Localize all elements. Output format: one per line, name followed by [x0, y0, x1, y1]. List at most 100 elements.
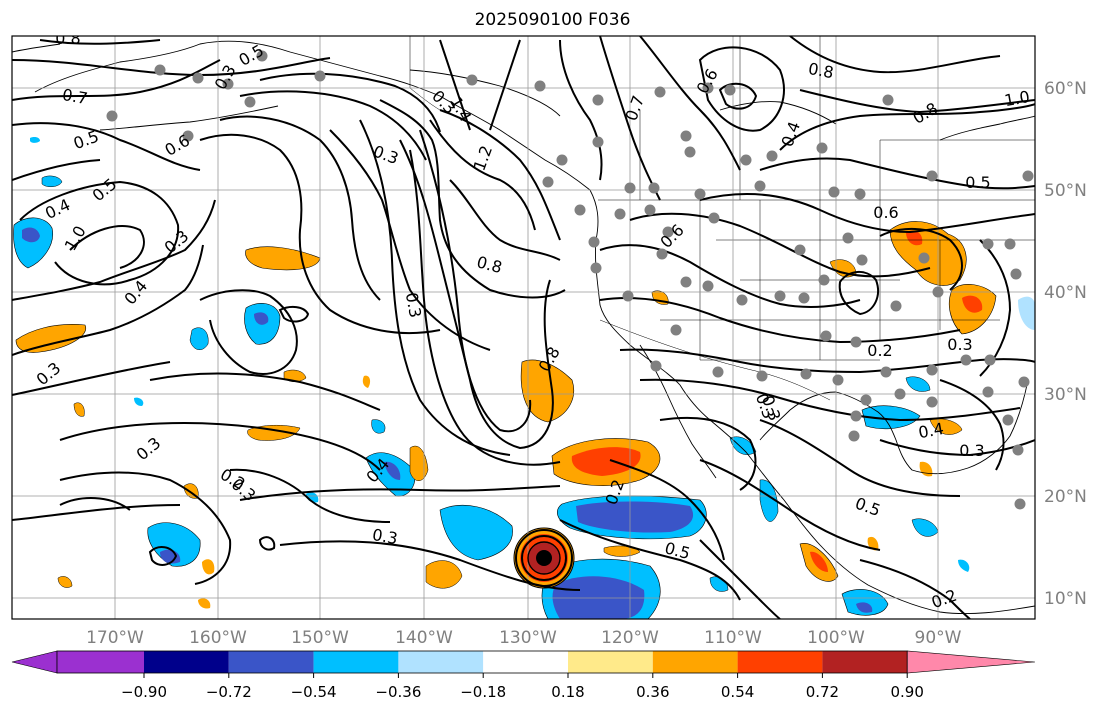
longitude-tick-label: 90°W — [915, 628, 962, 648]
station-dot — [256, 50, 268, 62]
station-dot — [644, 204, 656, 216]
station-dot — [650, 360, 662, 372]
station-dot — [880, 366, 892, 378]
station-dot — [860, 394, 872, 406]
station-dot — [192, 72, 204, 84]
contour-label: 0.3 — [947, 335, 972, 354]
colorbar-tick-label: 0.90 — [890, 683, 923, 701]
colorbar-tick-label: −0.18 — [460, 683, 506, 701]
station-dot — [1010, 268, 1022, 280]
latitude-tick-label: 60°N — [1044, 79, 1087, 99]
station-dot — [842, 232, 854, 244]
latitude-tick-label: 20°N — [1044, 487, 1087, 507]
longitude-tick-label: 100°W — [807, 628, 865, 648]
station-dot — [106, 110, 118, 122]
station-dot — [654, 86, 666, 98]
colorbar-tick-label: −0.36 — [375, 683, 421, 701]
station-dot — [926, 396, 938, 408]
station-dot — [680, 130, 692, 142]
contour-label: 0.5 — [965, 173, 990, 192]
station-dot — [702, 82, 714, 94]
station-dot — [754, 180, 766, 192]
station-dot — [882, 94, 894, 106]
station-dot — [828, 186, 840, 198]
station-dot — [890, 300, 902, 312]
station-dot — [624, 182, 636, 194]
colorbar-segment — [822, 651, 908, 673]
longitude-tick-label: 110°W — [704, 628, 762, 648]
station-dot — [832, 374, 844, 386]
contour-label: 0.4 — [917, 419, 945, 442]
station-dot — [684, 146, 696, 158]
station-dot — [932, 286, 944, 298]
station-dot — [588, 236, 600, 248]
station-dot — [222, 78, 234, 90]
station-dot — [736, 294, 748, 306]
station-dot — [702, 280, 714, 292]
station-dot — [590, 262, 602, 274]
station-dot — [1004, 238, 1016, 250]
station-dot — [622, 290, 634, 302]
hurricane-center — [536, 550, 552, 566]
station-dot — [534, 80, 546, 92]
contour-label: 0.2 — [867, 341, 892, 360]
contour-label: 0.3 — [402, 291, 425, 319]
station-dot — [1012, 444, 1024, 456]
colorbar-segment — [568, 651, 653, 673]
station-dot — [712, 366, 724, 378]
station-dot — [592, 94, 604, 106]
station-dot — [794, 244, 806, 256]
station-dot — [182, 130, 194, 142]
contour-label: 0.7 — [61, 85, 89, 108]
station-dot — [774, 290, 786, 302]
station-dot — [670, 324, 682, 336]
contour-label: 0.8 — [55, 29, 80, 48]
station-dot — [798, 292, 810, 304]
latitude-tick-label: 40°N — [1044, 283, 1087, 303]
station-dot — [982, 238, 994, 250]
station-dot — [648, 182, 660, 194]
colorbar-segment — [483, 651, 568, 673]
station-dot — [756, 370, 768, 382]
station-dot — [1014, 498, 1026, 510]
station-dot — [850, 336, 862, 348]
colorbar-segment — [652, 651, 738, 673]
colorbar-tick-label: 0.36 — [636, 683, 669, 701]
colorbar-segment — [313, 651, 399, 673]
station-dots — [106, 50, 1034, 510]
station-dot — [856, 254, 868, 266]
contour-label: 0.6 — [873, 203, 898, 222]
longitude-tick-label: 170°W — [86, 628, 144, 648]
colorbar-segment — [57, 651, 144, 673]
map-title: 2025090100 F036 — [474, 10, 631, 30]
station-dot — [680, 276, 692, 288]
station-dot — [244, 96, 256, 108]
station-dot — [894, 388, 906, 400]
station-dot — [766, 150, 778, 162]
station-dot — [740, 154, 752, 166]
station-dot — [574, 204, 586, 216]
station-dot — [984, 354, 996, 366]
longitude-tick-label: 160°W — [189, 628, 247, 648]
station-dot — [724, 84, 736, 96]
map-panel: 0.80.70.5 0.60.40.51.00.30.31.41.20.30.80… — [12, 29, 1035, 619]
colorbar-segment — [737, 651, 823, 673]
station-dot — [848, 430, 860, 442]
longitude-tick-label: 150°W — [291, 628, 349, 648]
station-dot — [816, 142, 828, 154]
station-dot — [960, 354, 972, 366]
station-dot — [694, 188, 706, 200]
longitude-tick-label: 140°W — [395, 628, 453, 648]
station-dot — [314, 70, 326, 82]
station-dot — [1002, 414, 1014, 426]
borders — [409, 36, 1035, 401]
latitude-tick-label: 10°N — [1044, 589, 1087, 609]
contour-label: 0.8 — [807, 59, 835, 82]
contour-label: 0.3 — [371, 525, 399, 548]
station-dot — [154, 64, 166, 76]
station-dot — [708, 212, 720, 224]
contour-label: 1.0 — [1003, 87, 1031, 110]
colorbar-segment — [398, 651, 484, 673]
colorbar-tick-label: 0.72 — [806, 683, 839, 701]
